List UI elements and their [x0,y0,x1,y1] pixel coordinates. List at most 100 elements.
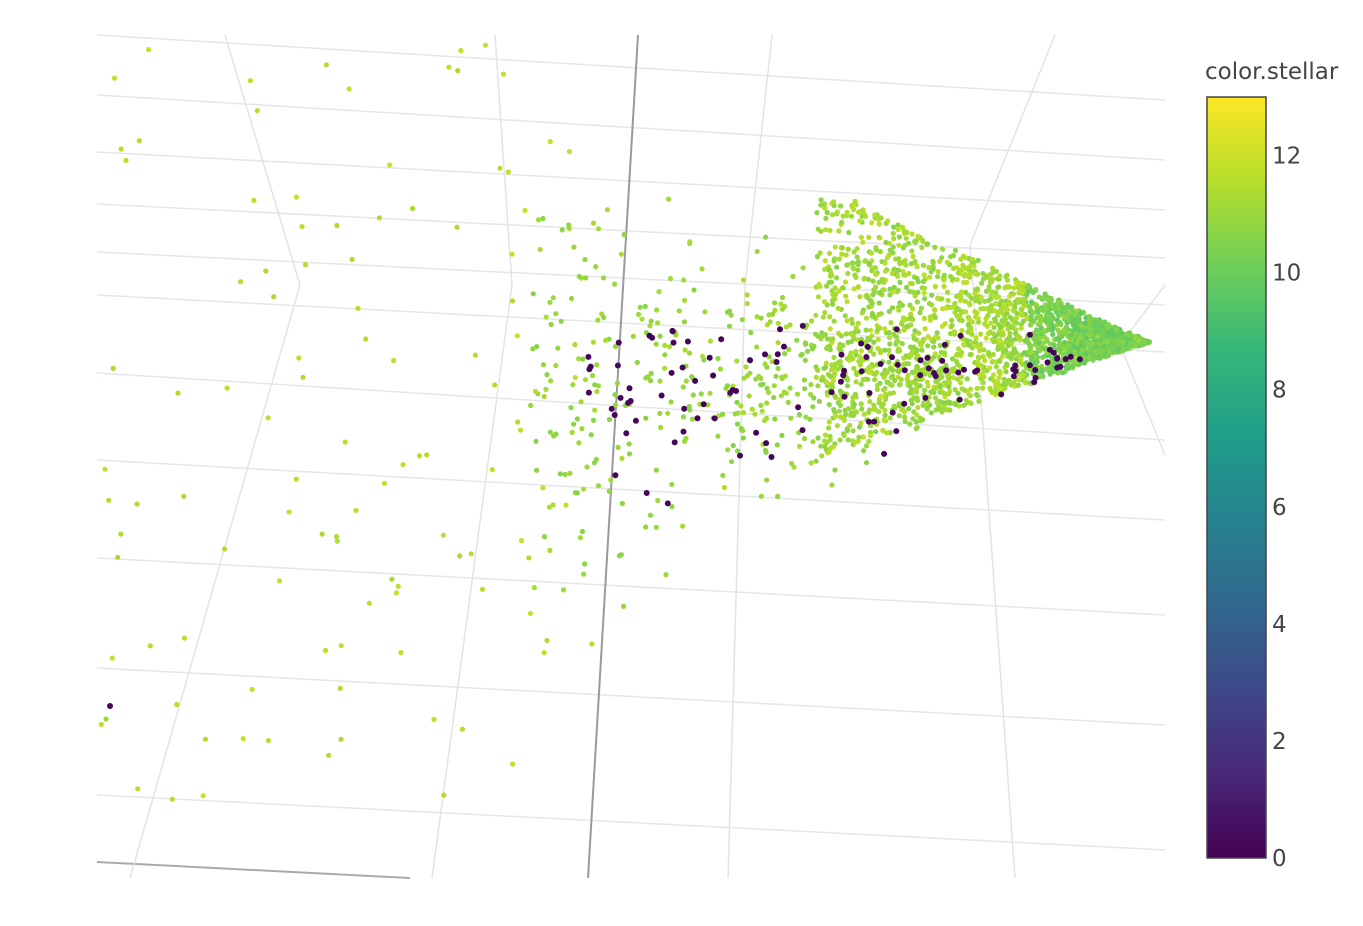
data-point [957,271,964,277]
data-point [874,382,880,388]
data-point [725,447,731,453]
data-point [832,371,838,377]
data-point [915,405,921,411]
data-point [856,358,862,364]
data-point [528,402,534,409]
data-point [922,296,928,302]
data-point [989,289,996,295]
data-point [1026,284,1032,290]
data-point [146,47,152,53]
data-point [914,364,920,370]
data-point [1034,359,1040,365]
data-point [326,752,332,758]
data-point [1038,307,1045,313]
data-point [853,348,859,355]
data-point [901,400,908,407]
data-point [828,270,834,276]
data-point [1076,356,1083,363]
data-point [647,512,654,518]
data-point [827,347,833,353]
data-point [510,761,516,767]
data-point [890,230,896,236]
data-point [1005,378,1011,384]
data-point [1054,310,1060,316]
data-point [818,197,824,203]
data-point [457,553,463,559]
data-point [1000,332,1006,338]
data-point [996,284,1002,290]
data-point [1043,312,1050,319]
data-point [829,384,836,391]
data-point [955,369,962,376]
data-point [1037,347,1043,353]
data-point [662,365,668,371]
data-point [819,330,825,336]
data-point [901,327,907,333]
data-point [783,324,789,330]
data-point [440,532,446,538]
data-point [845,406,852,412]
data-point [880,387,887,393]
data-point [118,531,124,537]
data-point [670,339,677,346]
data-point [1004,321,1011,327]
data-point [576,273,582,280]
data-point [939,246,946,252]
data-point [980,270,986,277]
data-point [747,370,753,376]
data-point [981,305,987,312]
data-point [932,244,938,250]
data-point [877,235,883,241]
data-point [900,361,907,368]
data-point [623,430,630,437]
data-point [686,350,693,356]
data-point [735,448,741,454]
data-point [949,276,956,282]
data-point [895,338,901,344]
data-point [744,292,750,298]
data-point [1008,355,1014,361]
data-point [912,328,918,334]
data-point [865,335,871,341]
data-point [1040,373,1046,379]
data-point [931,338,937,344]
data-point [296,355,302,361]
data-point [702,309,708,315]
data-point [836,408,843,414]
data-point [976,355,982,361]
data-point [653,341,659,347]
data-point [788,415,794,421]
data-point [1020,318,1026,324]
data-point [989,278,995,285]
data-point [754,344,760,350]
colorbar-tick-label: 0 [1272,846,1287,872]
data-point [922,326,928,332]
data-point [505,169,511,175]
data-point [1011,285,1017,291]
data-point [921,336,927,342]
data-point [771,383,777,389]
data-point [848,350,854,356]
3d-scene[interactable] [96,34,1166,879]
data-point [134,501,140,507]
data-point [550,502,556,508]
data-point [913,381,919,387]
data-point [590,220,597,226]
data-point [1028,315,1034,321]
data-point [914,347,920,353]
data-point [900,224,906,230]
data-point [1013,331,1019,337]
data-point [662,352,668,358]
data-point [982,298,988,304]
data-point [902,257,908,264]
data-point [925,383,931,389]
data-point [1118,330,1124,336]
data-point [612,281,618,287]
data-point [910,306,916,312]
data-point [901,230,907,236]
data-point [1089,352,1096,358]
data-point [576,356,582,362]
data-point [1001,302,1007,308]
data-point [1081,337,1087,343]
